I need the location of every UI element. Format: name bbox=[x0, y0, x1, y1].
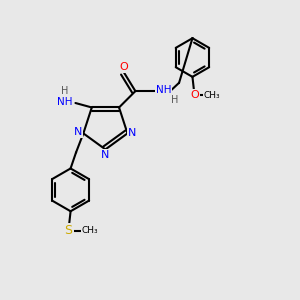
Text: CH₃: CH₃ bbox=[203, 91, 220, 100]
Text: N: N bbox=[101, 150, 110, 160]
Text: H: H bbox=[171, 95, 178, 105]
Text: NH: NH bbox=[57, 97, 73, 106]
Text: S: S bbox=[64, 224, 73, 237]
Text: CH₃: CH₃ bbox=[82, 226, 98, 235]
Text: N: N bbox=[128, 128, 136, 138]
Text: O: O bbox=[190, 90, 199, 100]
Text: N: N bbox=[74, 127, 82, 137]
Text: O: O bbox=[119, 62, 128, 72]
Text: H: H bbox=[61, 85, 69, 95]
Text: NH: NH bbox=[156, 85, 171, 94]
